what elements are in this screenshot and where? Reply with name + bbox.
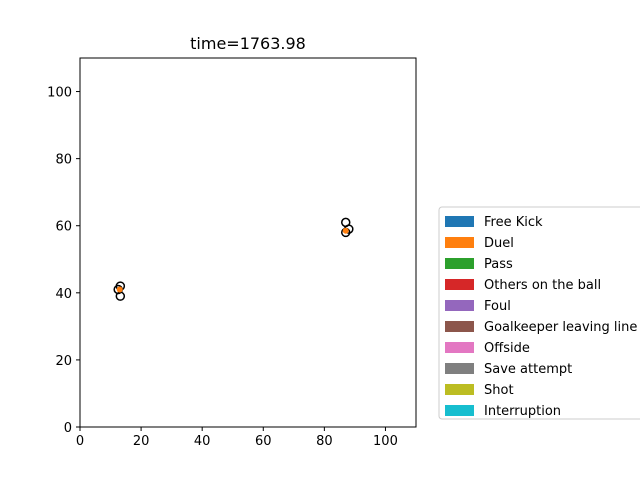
legend-swatch xyxy=(445,384,474,395)
legend-label: Goalkeeper leaving line xyxy=(484,320,637,335)
legend-label: Foul xyxy=(484,299,511,314)
x-tick-label: 0 xyxy=(76,434,84,449)
legend-swatch xyxy=(445,216,474,227)
y-tick-label: 20 xyxy=(55,354,72,369)
legend-swatch xyxy=(445,405,474,416)
x-tick-label: 40 xyxy=(194,434,211,449)
chart-title: time=1763.98 xyxy=(190,34,306,53)
y-tick-label: 80 xyxy=(55,153,72,168)
legend-label: Duel xyxy=(484,236,514,251)
legend-label: Others on the ball xyxy=(484,278,601,293)
legend-label: Interruption xyxy=(484,404,561,419)
legend-swatch xyxy=(445,321,474,332)
x-tick-label: 20 xyxy=(133,434,150,449)
legend-box xyxy=(438,206,640,420)
legend-swatch xyxy=(445,363,474,374)
y-axis: 0 20 40 60 80 100 xyxy=(47,86,80,436)
legend-label: Shot xyxy=(484,383,514,398)
legend: Free Kick Duel Pass Others on the ball Foul G… xyxy=(438,206,640,420)
legend-label: Offside xyxy=(484,341,530,356)
marker-dot xyxy=(342,227,349,234)
legend-swatch xyxy=(445,237,474,248)
y-tick-label: 40 xyxy=(55,287,72,302)
y-tick-label: 60 xyxy=(55,220,72,235)
legend-swatch xyxy=(445,300,474,311)
x-tick-label: 100 xyxy=(373,434,398,449)
y-tick-label: 0 xyxy=(64,421,72,436)
legend-swatch xyxy=(445,342,474,353)
legend-label: Save attempt xyxy=(484,362,572,377)
plot-frame xyxy=(79,57,417,428)
marker-dot xyxy=(116,286,123,293)
legend-swatch xyxy=(445,258,474,269)
data-points xyxy=(113,217,354,301)
x-axis: 0 20 40 60 80 100 xyxy=(76,427,398,449)
legend-label: Pass xyxy=(484,257,513,272)
x-tick-label: 80 xyxy=(316,434,333,449)
x-tick-label: 60 xyxy=(255,434,272,449)
y-tick-label: 100 xyxy=(47,86,72,101)
legend-label: Free Kick xyxy=(484,215,543,230)
legend-swatch xyxy=(445,279,474,290)
